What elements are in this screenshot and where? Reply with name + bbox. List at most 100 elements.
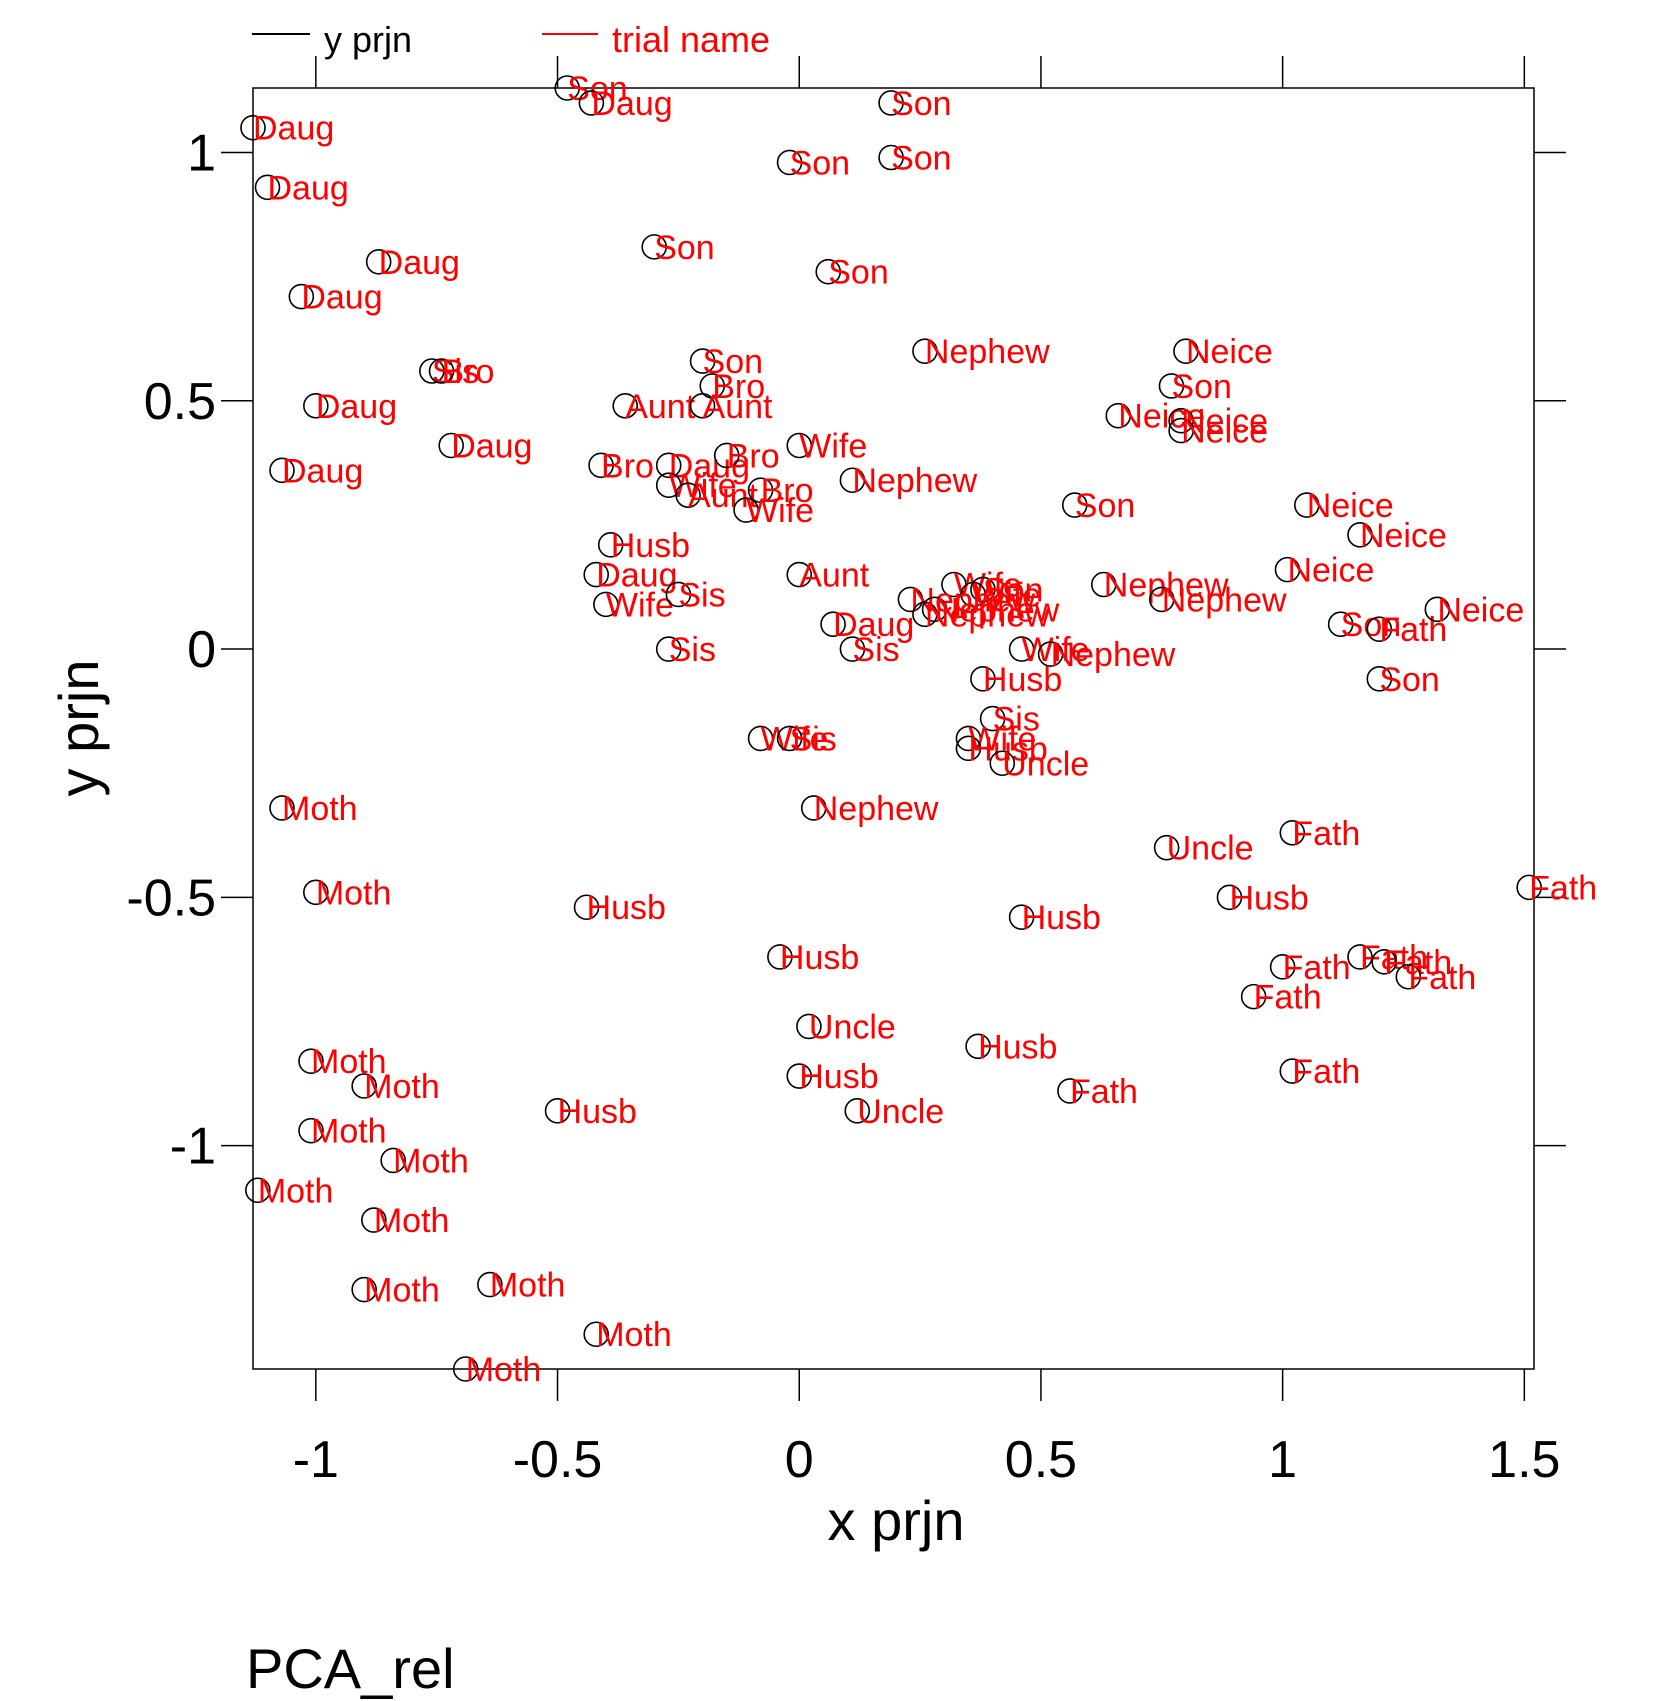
point-label: Daug bbox=[316, 388, 397, 426]
point-marker bbox=[1347, 522, 1373, 548]
point-marker bbox=[955, 725, 982, 752]
point-label: Nephew bbox=[910, 581, 1035, 619]
point-label: Moth bbox=[466, 1351, 542, 1389]
point-marker bbox=[1279, 819, 1306, 846]
point-marker bbox=[361, 1207, 387, 1233]
point-label: Husb bbox=[968, 730, 1047, 768]
y-tick-label: 0.5 bbox=[144, 373, 216, 431]
y-axis: -1 -0.5 0 0.5 1 bbox=[126, 125, 1566, 1176]
point-label: Nephew bbox=[1051, 636, 1176, 674]
y-axis-title: y prjn bbox=[47, 660, 110, 797]
point-label: Bro bbox=[727, 437, 780, 475]
point-marker bbox=[839, 467, 866, 494]
point-label: Sis bbox=[678, 576, 725, 614]
point-marker bbox=[288, 283, 315, 310]
point-label: Fath bbox=[1529, 869, 1597, 907]
x-tick-label: -1 bbox=[293, 1431, 339, 1489]
point-label: Aunt bbox=[703, 388, 773, 426]
point-marker bbox=[655, 452, 682, 479]
point-label: Fath bbox=[1360, 939, 1428, 977]
point-marker bbox=[428, 358, 455, 384]
y-tick-label: 0 bbox=[187, 621, 216, 679]
point-marker bbox=[254, 174, 281, 201]
point-marker bbox=[1168, 407, 1194, 434]
point-marker bbox=[1008, 636, 1035, 662]
point-marker bbox=[365, 248, 392, 275]
point-marker bbox=[747, 725, 774, 752]
point-label: Sis bbox=[993, 701, 1040, 739]
point-marker bbox=[1424, 596, 1451, 623]
data-points: DaugDaugDaugDaugDaugDaugDaugSisBroSonDau… bbox=[240, 70, 1597, 1389]
point-label: Husb bbox=[799, 1058, 878, 1096]
point-marker bbox=[655, 636, 682, 662]
point-marker bbox=[786, 432, 813, 459]
point-marker bbox=[544, 1098, 571, 1124]
point-label: Son bbox=[790, 144, 851, 182]
point-label: Daug bbox=[669, 447, 750, 485]
point-marker bbox=[1371, 949, 1397, 975]
point-marker bbox=[298, 1117, 324, 1144]
x-tick-label: 0 bbox=[785, 1431, 814, 1489]
point-label: Husb bbox=[780, 939, 859, 977]
point-marker bbox=[240, 114, 266, 141]
point-marker bbox=[820, 611, 846, 638]
point-marker bbox=[583, 1321, 610, 1348]
point-label: Bro bbox=[761, 472, 814, 510]
point-label: Aunt bbox=[625, 388, 695, 426]
point-label: Neice bbox=[1287, 552, 1374, 590]
point-marker bbox=[796, 1013, 822, 1040]
point-marker bbox=[578, 90, 605, 116]
point-label: Son bbox=[1171, 368, 1232, 406]
legend: y prjn trial name bbox=[252, 19, 770, 60]
point-label: Daug bbox=[596, 557, 677, 595]
point-marker bbox=[303, 392, 329, 419]
point-label: Nephew bbox=[925, 596, 1050, 634]
point-label: Moth bbox=[311, 1043, 387, 1081]
point-marker bbox=[912, 338, 938, 364]
point-label: Son bbox=[891, 140, 952, 178]
point-marker bbox=[597, 531, 624, 558]
point-label: Neice bbox=[1186, 333, 1273, 371]
point-label: Fath bbox=[1384, 944, 1452, 982]
point-marker bbox=[1269, 954, 1296, 980]
point-label: Uncle bbox=[809, 1008, 896, 1046]
point-label: Moth bbox=[311, 1113, 387, 1151]
point-marker bbox=[1279, 1058, 1306, 1084]
legend-label-y-prjn: y prjn bbox=[324, 19, 412, 60]
point-label: Son bbox=[1075, 487, 1136, 525]
point-marker bbox=[1105, 402, 1132, 429]
point-label: Husb bbox=[978, 1028, 1057, 1066]
x-axis: -1 -0.5 0 0.5 1 1.5 bbox=[293, 56, 1560, 1489]
y-tick-label: 1 bbox=[187, 125, 216, 183]
point-marker bbox=[955, 735, 982, 762]
point-marker bbox=[912, 601, 938, 628]
point-label: Son bbox=[828, 254, 889, 292]
point-marker bbox=[298, 1048, 324, 1074]
point-marker bbox=[477, 1271, 503, 1298]
point-marker bbox=[438, 432, 464, 459]
point-marker bbox=[733, 497, 759, 523]
point-label: Wife bbox=[973, 576, 1041, 614]
point-label: Sis bbox=[790, 720, 837, 758]
point-marker bbox=[815, 258, 842, 285]
point-marker bbox=[776, 725, 803, 752]
point-marker bbox=[1366, 666, 1393, 692]
point-marker bbox=[665, 581, 692, 608]
point-marker bbox=[380, 1147, 406, 1174]
point-marker bbox=[1366, 616, 1393, 642]
point-marker bbox=[1061, 492, 1088, 518]
point-label: Fath bbox=[1292, 815, 1360, 853]
point-marker bbox=[641, 234, 668, 260]
point-marker bbox=[554, 75, 581, 101]
point-label: Bro bbox=[442, 353, 495, 391]
point-label: Husb bbox=[611, 527, 690, 565]
point-label: Son bbox=[703, 343, 764, 381]
plot-frame bbox=[252, 87, 1535, 1370]
legend-label-trial-name: trial name bbox=[612, 19, 770, 60]
point-marker bbox=[1294, 492, 1320, 518]
point-marker bbox=[1158, 373, 1185, 399]
x-tick-label: -0.5 bbox=[513, 1431, 603, 1489]
point-marker bbox=[573, 894, 600, 921]
point-label: Uncle bbox=[1002, 745, 1089, 783]
point-label: Son bbox=[567, 70, 628, 108]
